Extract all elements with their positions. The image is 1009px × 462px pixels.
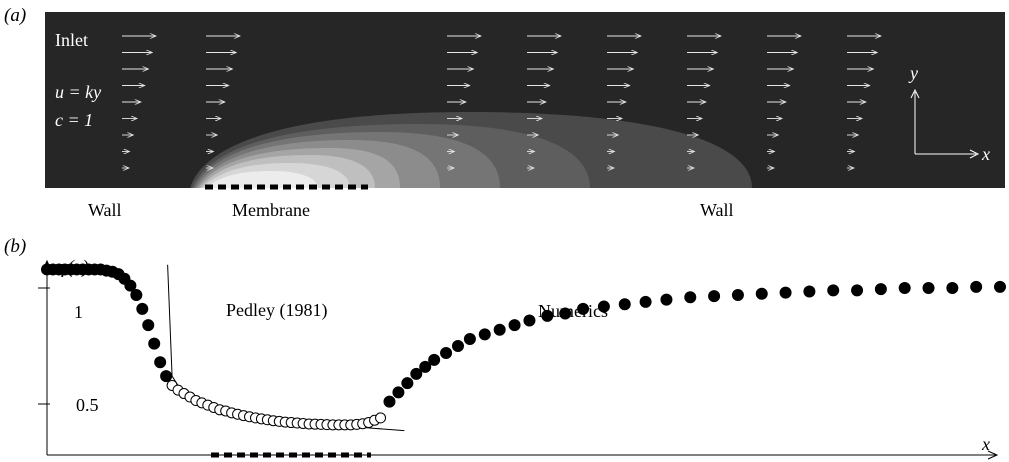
numerics-point xyxy=(684,291,697,304)
numerics-point xyxy=(660,293,673,306)
chart-axes xyxy=(38,259,999,460)
wall-right-label: Wall xyxy=(700,200,734,220)
numerics-point xyxy=(383,395,396,408)
numerics-point xyxy=(618,298,631,311)
y-tick-label-0-5: 0.5 xyxy=(76,395,99,415)
inlet-label: Inlet xyxy=(55,30,88,50)
numerics-point xyxy=(508,319,521,332)
numerics-point xyxy=(478,328,491,341)
numerics-point xyxy=(451,340,464,352)
wall-left-label: Wall xyxy=(88,200,122,220)
numerics-point xyxy=(493,323,506,336)
numerics-point xyxy=(994,280,1006,293)
numerics-point xyxy=(731,288,744,301)
numerics-point xyxy=(148,337,161,350)
numerics-point xyxy=(136,302,149,315)
y-tick-label-1: 1 xyxy=(74,302,83,322)
panel-b-label: (b) xyxy=(4,236,26,257)
numerics-point xyxy=(428,353,441,366)
membrane-label: Membrane xyxy=(232,200,310,220)
numerics-point xyxy=(755,287,768,300)
panel-a-y-axis-label: y xyxy=(908,63,918,83)
numerics-point xyxy=(419,360,432,373)
numerics-point xyxy=(708,290,721,303)
numerics-point xyxy=(410,367,423,380)
numerics-point xyxy=(597,300,610,313)
numerics-point xyxy=(946,282,959,294)
numerics-point xyxy=(154,356,167,369)
numerics-point xyxy=(130,288,143,301)
numerics-point xyxy=(541,309,554,322)
numerics-point xyxy=(124,279,137,292)
numerics-point xyxy=(577,302,590,315)
velocity-profile-label: u = ky xyxy=(55,82,101,102)
numerics-point xyxy=(898,282,911,294)
numerics-point xyxy=(160,370,173,383)
numerics-annotation: Numerics xyxy=(538,301,608,321)
chart-x-axis-label: x xyxy=(981,434,990,454)
pedley-point xyxy=(375,412,387,424)
panel-a-x-axis-label: x xyxy=(981,144,990,164)
chart-markers xyxy=(41,263,1006,431)
velocity-arrows xyxy=(122,36,881,168)
numerics-point xyxy=(142,319,155,332)
numerics-point xyxy=(440,346,453,359)
numerics-point xyxy=(463,333,476,346)
numerics-point xyxy=(874,283,887,296)
concentration-label: c = 1 xyxy=(55,110,93,130)
numerics-point xyxy=(851,284,864,297)
numerics-point xyxy=(779,286,792,299)
coordinate-axes-glyph xyxy=(910,88,980,159)
numerics-point xyxy=(523,314,536,327)
numerics-point xyxy=(970,280,983,293)
numerics-point xyxy=(639,295,652,308)
numerics-point xyxy=(803,285,816,298)
panel-a-label: (a) xyxy=(4,5,26,26)
numerics-point xyxy=(559,307,572,320)
pedley-annotation: Pedley (1981) xyxy=(226,300,327,321)
numerics-point xyxy=(401,377,414,390)
numerics-point xyxy=(392,386,405,399)
numerics-point xyxy=(827,284,840,297)
numerics-point xyxy=(922,282,935,294)
